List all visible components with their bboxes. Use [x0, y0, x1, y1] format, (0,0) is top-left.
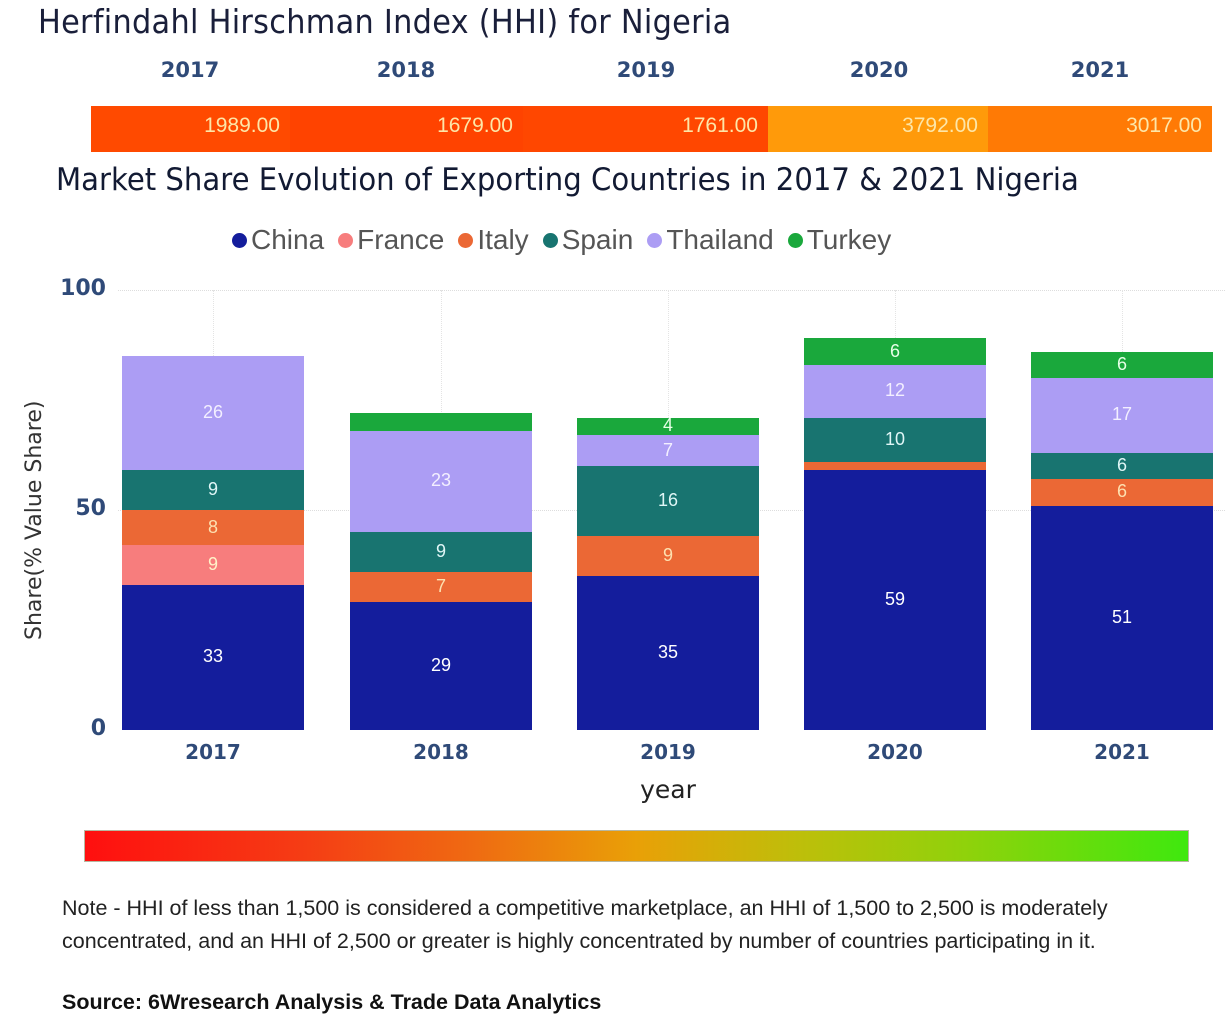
data-label: 9: [207, 479, 218, 500]
legend-item-thailand[interactable]: Thailand: [647, 224, 774, 256]
y-axis-label: Share(% Value Share): [22, 400, 47, 640]
legend-label: France: [357, 224, 445, 255]
legend-label: Italy: [477, 224, 529, 255]
legend-label: Turkey: [806, 224, 892, 255]
bar-segment-turkey-2018[interactable]: [350, 413, 532, 431]
data-label: 29: [430, 655, 452, 676]
bar-segment-spain-2020[interactable]: 10: [804, 417, 986, 462]
legend-item-italy[interactable]: Italy: [458, 224, 529, 256]
hhi-year-2017: 2017: [160, 58, 220, 82]
hhi-cell-2019: 1761.00: [523, 106, 768, 152]
legend-label: China: [251, 224, 325, 255]
data-label: 6: [889, 340, 900, 361]
hhi-value-2020: 3792.00: [902, 114, 978, 137]
bar-segment-china-2021[interactable]: 51: [1031, 505, 1213, 730]
hhi-value-2019: 1761.00: [682, 114, 758, 137]
bar-segment-thailand-2017[interactable]: 26: [122, 356, 304, 471]
data-label: 12: [884, 380, 906, 401]
legend-label: Spain: [561, 224, 634, 255]
gridline: [118, 290, 1225, 291]
data-label: 8: [207, 516, 218, 537]
data-label: 35: [657, 642, 679, 662]
bar-segment-thailand-2020[interactable]: 12: [804, 364, 986, 418]
data-label: 7: [662, 439, 673, 460]
bar-segment-turkey-2021[interactable]: 6: [1031, 351, 1213, 378]
data-label: 7: [435, 575, 446, 596]
bar-segment-china-2018[interactable]: 29: [350, 602, 532, 730]
data-label: 26: [202, 402, 224, 423]
source-text: Source: 6Wresearch Analysis & Trade Data…: [62, 990, 602, 1014]
legend-item-china[interactable]: China: [232, 224, 324, 256]
hhi-value-2017: 1989.00: [204, 114, 280, 137]
y-tick-label: 100: [60, 276, 106, 301]
y-tick-label: 0: [90, 716, 106, 741]
data-label: 9: [207, 553, 218, 574]
bar-segment-spain-2017[interactable]: 9: [122, 470, 304, 510]
bar-segment-thailand-2018[interactable]: 23: [350, 430, 532, 532]
bar-segment-china-2019[interactable]: 35: [577, 576, 759, 730]
legend-dot-icon: [458, 232, 474, 248]
bar-segment-turkey-2019[interactable]: 4: [577, 415, 759, 436]
legend-dot-icon: [232, 232, 247, 248]
bar-segment-italy-2017[interactable]: 8: [122, 510, 304, 546]
legend-label: Thailand: [666, 224, 774, 255]
data-label: 6: [1116, 481, 1127, 502]
x-tick-label: 2021: [1094, 740, 1150, 764]
data-label: 51: [1111, 606, 1133, 627]
chart-title: Market Share Evolution of Exporting Coun…: [56, 162, 1079, 198]
bar-segment-italy-2018[interactable]: 7: [350, 571, 532, 603]
hhi-cell-2018: 1679.00: [290, 106, 523, 152]
legend-item-france[interactable]: France: [338, 224, 444, 256]
bar-segment-spain-2019[interactable]: 16: [577, 466, 759, 537]
bar-segment-turkey-2020[interactable]: 6: [804, 338, 986, 365]
legend-dot-icon: [542, 232, 558, 248]
bar-segment-spain-2021[interactable]: 6: [1031, 452, 1213, 480]
bar-segment-thailand-2019[interactable]: 7: [577, 435, 759, 466]
hhi-year-2020: 2020: [849, 58, 909, 82]
note-text: Note - HHI of less than 1,500 is conside…: [62, 896, 1108, 953]
hhi-year-2019: 2019: [616, 58, 676, 82]
data-label: 16: [657, 490, 679, 511]
bar-segment-spain-2018[interactable]: 9: [350, 532, 532, 572]
bar-segment-france-2017[interactable]: 9: [122, 545, 304, 585]
hhi-value-2021: 3017.00: [1126, 114, 1202, 137]
bar-segment-italy-2021[interactable]: 6: [1031, 479, 1213, 506]
bar-segment-italy-2019[interactable]: 9: [577, 536, 759, 576]
data-label: 33: [202, 646, 224, 667]
data-label: 59: [884, 589, 906, 610]
bar-segment-china-2020[interactable]: 59: [804, 470, 986, 730]
x-axis-label: year: [640, 775, 696, 804]
hhi-value-2018: 1679.00: [437, 114, 513, 137]
y-tick-label: 50: [75, 496, 106, 521]
data-label: 23: [430, 470, 452, 491]
hhi-color-scale: [84, 830, 1189, 862]
bar-segment-china-2017[interactable]: 33: [122, 584, 304, 730]
x-tick-label: 2018: [413, 740, 469, 764]
x-tick-label: 2019: [640, 740, 696, 764]
data-label: 9: [662, 545, 673, 566]
data-label: 9: [435, 540, 446, 561]
data-label: 6: [1116, 454, 1127, 475]
hhi-year-2018: 2018: [376, 58, 436, 82]
x-tick-label: 2017: [185, 740, 241, 764]
legend-dot-icon: [647, 232, 663, 248]
x-tick-label: 2020: [867, 740, 923, 764]
legend-item-turkey[interactable]: Turkey: [787, 224, 892, 256]
data-label: 6: [1116, 353, 1127, 374]
data-label: 4: [662, 415, 673, 436]
data-label: 10: [884, 428, 906, 449]
hhi-title: Herfindahl Hirschman Index (HHI) for Nig…: [38, 2, 732, 41]
bar-segment-thailand-2021[interactable]: 17: [1031, 378, 1213, 453]
data-label: 17: [1111, 404, 1133, 425]
chart-legend: China France Italy Spain Thailand Turkey: [232, 224, 905, 256]
hhi-cell-2021: 3017.00: [988, 106, 1212, 152]
hhi-year-2021: 2021: [1070, 58, 1130, 82]
legend-dot-icon: [338, 232, 354, 248]
hhi-cell-2017: 1989.00: [91, 106, 290, 152]
hhi-bar: 1989.00 1679.00 1761.00 3792.00 3017.00: [91, 106, 1212, 152]
legend-item-spain[interactable]: Spain: [542, 224, 634, 256]
legend-dot-icon: [787, 232, 803, 248]
bar-segment-italy-2020[interactable]: [804, 461, 986, 471]
hhi-cell-2020: 3792.00: [768, 106, 988, 152]
